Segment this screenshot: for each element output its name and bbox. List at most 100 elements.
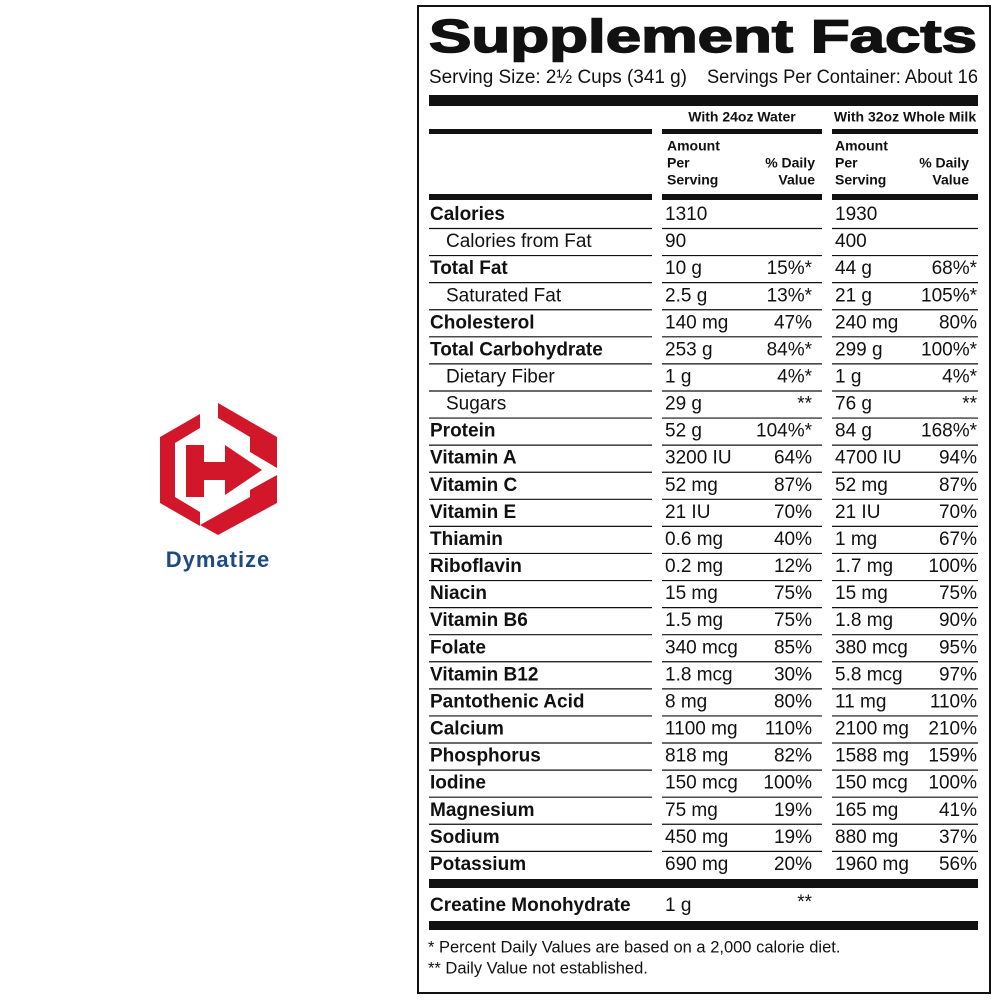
nutrient-name: Calories — [430, 204, 505, 225]
amount: 253 g — [665, 339, 713, 360]
dv-header: % Daily — [765, 155, 815, 171]
daily-value: 100% — [928, 556, 977, 577]
nutrient-name: Calories from Fat — [446, 231, 592, 252]
nutrient-name: Thiamin — [430, 529, 503, 550]
daily-value: 97% — [939, 664, 977, 685]
daily-value: 168%* — [921, 421, 978, 442]
amount-header: Serving — [835, 172, 886, 188]
daily-value: 85% — [774, 637, 812, 658]
amount-header: Amount — [667, 138, 720, 154]
daily-value: 90% — [939, 610, 977, 631]
amount-header: Per — [835, 155, 858, 171]
nutrient-name: Vitamin B6 — [430, 610, 528, 631]
rule — [429, 129, 652, 134]
nutrient-name: Sugars — [446, 394, 506, 415]
daily-value: 110% — [765, 719, 812, 740]
daily-value: 70% — [774, 502, 812, 523]
nutrient-name: Folate — [430, 637, 486, 658]
dv-header: % Daily — [919, 155, 969, 171]
daily-value: 70% — [939, 502, 977, 523]
nutrient-name: Dietary Fiber — [446, 366, 555, 387]
servings-per-container: Servings Per Container: About 16 — [707, 67, 978, 88]
amount: 21 g — [835, 285, 872, 306]
amount: 15 mg — [835, 583, 888, 604]
daily-value: 75% — [774, 610, 812, 631]
nutrient-name: Sodium — [430, 827, 500, 848]
amount: 8 mg — [665, 691, 707, 712]
daily-value: 75% — [774, 583, 812, 604]
amount: 340 mcg — [665, 637, 738, 658]
daily-value: 94% — [939, 448, 977, 469]
rule — [832, 194, 978, 200]
amount: 140 mg — [665, 312, 728, 333]
nutrient-name: Potassium — [430, 854, 526, 875]
daily-value: 13%* — [767, 285, 813, 306]
amount: 150 mcg — [835, 773, 908, 794]
amount: 1930 — [835, 204, 877, 225]
amount: 1100 mg — [665, 719, 738, 740]
daily-value: 47% — [774, 312, 812, 333]
daily-value: 100% — [928, 773, 977, 794]
rule — [832, 129, 978, 134]
daily-value: 82% — [774, 746, 812, 767]
nutrient-name: Protein — [430, 421, 495, 442]
amount: 15 mg — [665, 583, 718, 604]
amount: 818 mg — [665, 746, 728, 767]
rule — [429, 921, 978, 930]
amount: 0.6 mg — [665, 529, 723, 550]
daily-value: 4%* — [942, 366, 977, 387]
amount: 90 — [665, 231, 686, 252]
daily-value: 20% — [774, 854, 812, 875]
daily-value: 19% — [774, 800, 812, 821]
amount: 1 mg — [835, 529, 877, 550]
daily-value: 110% — [930, 691, 977, 712]
rule — [662, 129, 822, 134]
amount: 240 mg — [835, 312, 898, 333]
logo-arrow — [186, 445, 262, 497]
daily-value: 100% — [763, 773, 812, 794]
amount: 1 g — [665, 366, 691, 387]
amount: 1588 mg — [835, 746, 909, 767]
daily-value: 80% — [939, 312, 977, 333]
amount: 29 g — [665, 394, 702, 415]
amount: 2.5 g — [665, 285, 707, 306]
amount: 4700 IU — [835, 448, 902, 469]
amount: 1.8 mg — [835, 610, 893, 631]
dv-header: Value — [778, 172, 815, 188]
amount: 3200 IU — [665, 448, 732, 469]
amount: 0.2 mg — [665, 556, 723, 577]
logo-left — [160, 414, 200, 526]
daily-value: 105%* — [921, 285, 978, 306]
brand-name: Dymatize — [166, 547, 271, 572]
amount: 1960 mg — [835, 854, 909, 875]
daily-value: ** — [797, 394, 812, 415]
daily-value: 87% — [939, 475, 977, 496]
extra-dv: ** — [797, 892, 812, 913]
amount: 380 mcg — [835, 637, 908, 658]
amount: 1.8 mcg — [665, 664, 733, 685]
logo: Dymatize — [160, 403, 277, 572]
amount: 1 g — [835, 366, 861, 387]
daily-value: 159% — [928, 746, 977, 767]
daily-value: 84%* — [767, 339, 813, 360]
daily-value: 15%* — [767, 258, 813, 279]
daily-value: 30% — [774, 664, 812, 685]
group-header: With 32oz Whole Milk — [834, 109, 976, 125]
nutrient-name: Riboflavin — [430, 556, 522, 577]
nutrient-name: Vitamin A — [430, 448, 517, 469]
amount: 5.8 mcg — [835, 664, 903, 685]
daily-value: 75% — [939, 583, 977, 604]
amount-header: Amount — [835, 138, 888, 154]
group-header: With 24oz Water — [688, 109, 796, 125]
daily-value: 67% — [939, 529, 977, 550]
nutrient-name: Vitamin E — [430, 502, 516, 523]
amount: 75 mg — [665, 800, 718, 821]
amount-header: Serving — [667, 172, 718, 188]
nutrient-name: Niacin — [430, 583, 487, 604]
nutrient-name: Total Carbohydrate — [430, 339, 603, 360]
daily-value: 95% — [939, 637, 977, 658]
rule — [429, 194, 652, 200]
dv-header: Value — [932, 172, 969, 188]
daily-value: 41% — [939, 800, 977, 821]
